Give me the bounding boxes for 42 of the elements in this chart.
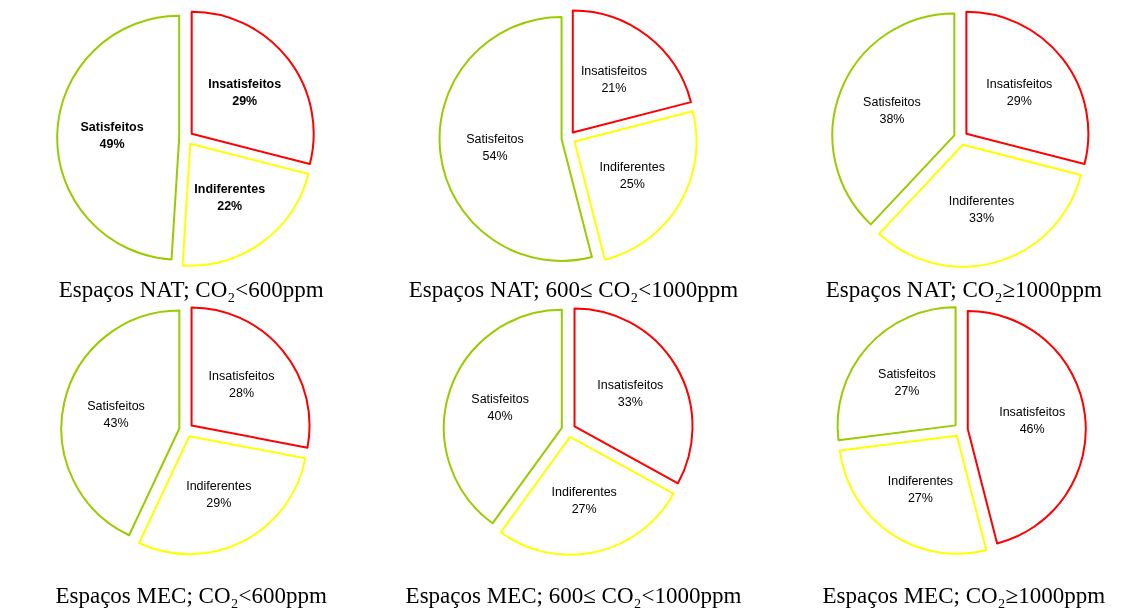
data-label: 27% (907, 490, 933, 505)
data-label: 33% (968, 210, 995, 225)
slice-label: Indiferentes (186, 478, 252, 493)
slice-label: Insatisfeitos (208, 368, 275, 383)
data-label: 43% (103, 415, 129, 430)
text: Espaços MEC; 600≤ CO₂<1000ppm (405, 583, 742, 608)
data-label: 25% (619, 177, 645, 192)
slice-label: Indiferentes (887, 473, 954, 488)
slice-label: Satisfeitos (471, 392, 529, 407)
slice-label: Insatisfeitos (597, 377, 664, 392)
slice-label: Satisfeitos (466, 131, 524, 146)
slice-label: Insatisfeitos (580, 63, 647, 78)
text: Espaços NAT; 600≤ CO₂<1000ppm (408, 277, 739, 302)
slice-label: Insatisfeitos (208, 77, 282, 92)
text: Espaços NAT; CO₂≥1000ppm (825, 277, 1103, 302)
slice-label: Satisfeitos (80, 120, 144, 135)
slice-label: Indiferentes (599, 160, 665, 175)
data-label: 29% (1006, 94, 1032, 109)
data-label: 21% (601, 80, 627, 95)
data-label: 22% (217, 199, 243, 214)
text: Espaços MEC; CO₂<600ppm (55, 583, 327, 608)
data-label: 29% (206, 495, 232, 510)
data-label: 46% (1019, 422, 1045, 437)
data-label: 27% (571, 501, 597, 516)
data-label: 54% (482, 148, 508, 163)
slice-label: Indiferentes (948, 193, 1015, 208)
slice-label: Insatisfeitos (999, 405, 1066, 420)
slice-label: Indiferentes (551, 484, 617, 499)
data-label: 29% (232, 94, 258, 109)
slice-label: Satisfeitos (87, 398, 145, 413)
slice-label: Indiferentes (194, 182, 266, 197)
slice-label: Satisfeitos (878, 366, 936, 381)
data-label: 33% (617, 394, 643, 409)
data-label: 40% (487, 409, 513, 424)
slice-label: Insatisfeitos (986, 77, 1053, 92)
data-label: 49% (99, 137, 125, 152)
text: Espaços NAT; CO₂<600ppm (58, 277, 324, 302)
data-label: 38% (879, 112, 905, 127)
slice-label: Satisfeitos (863, 95, 921, 110)
data-label: 27% (894, 383, 920, 398)
data-label: 28% (229, 385, 255, 400)
text: Espaços MEC; CO₂≥1000ppm (822, 583, 1106, 608)
